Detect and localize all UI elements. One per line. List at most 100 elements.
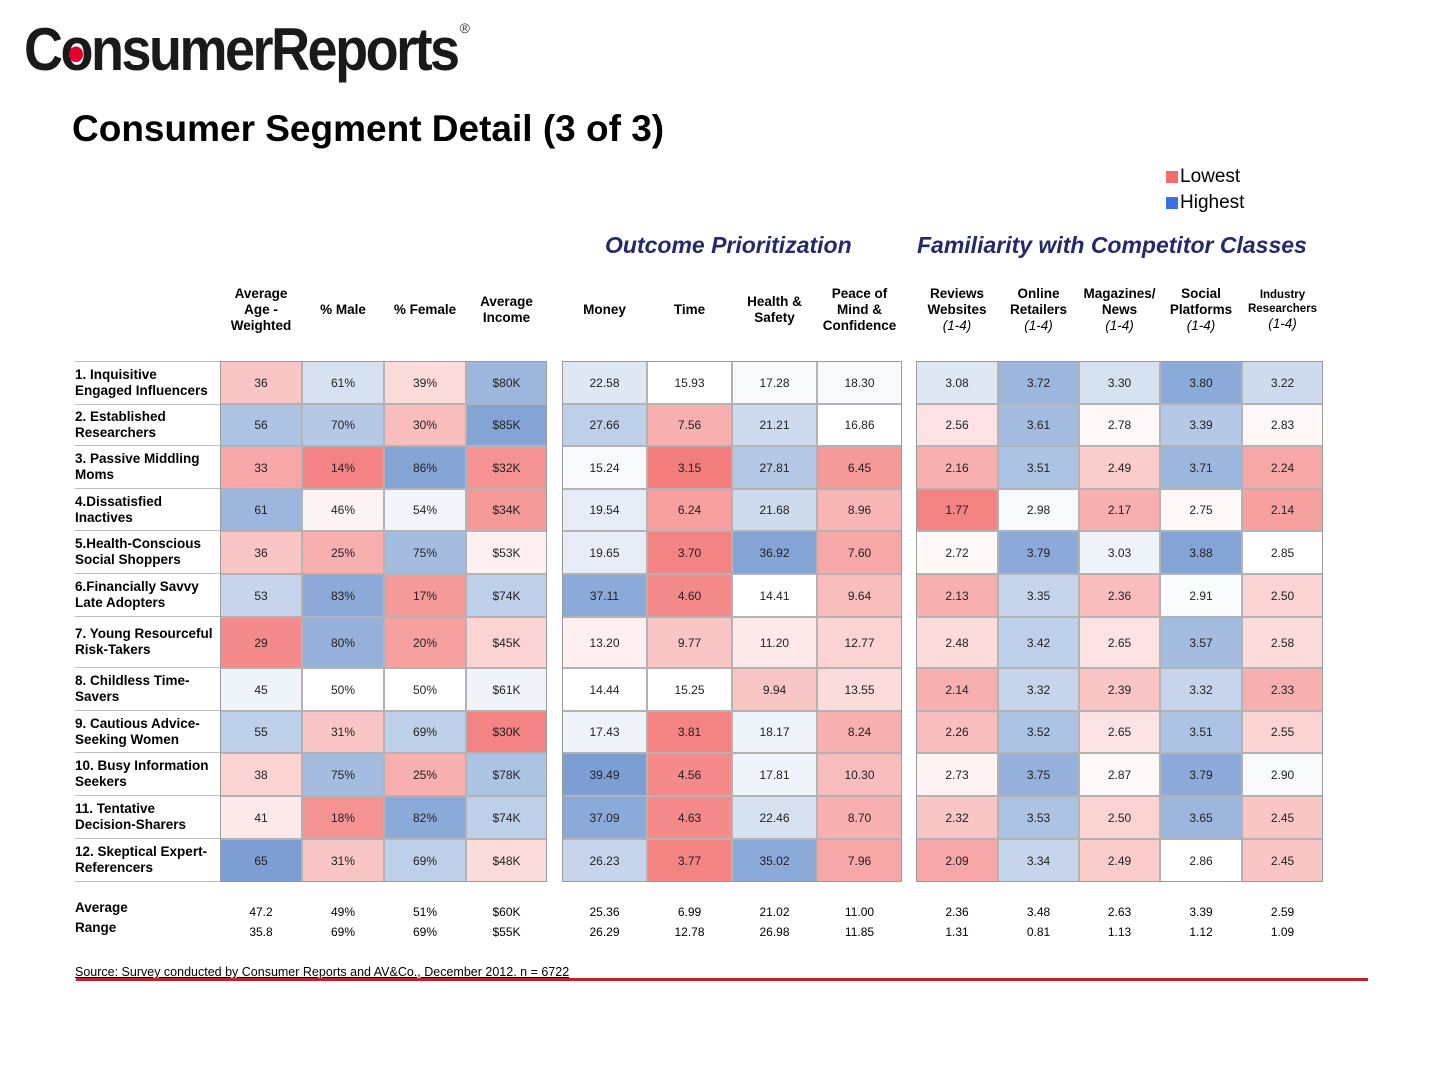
average-label: Average bbox=[75, 900, 128, 915]
cell-industry-researchers: 2.33 bbox=[1242, 668, 1323, 711]
cell-online-retailers: 3.51 bbox=[998, 446, 1079, 489]
cell-time: 3.70 bbox=[647, 531, 732, 574]
cell-social-platforms: 3.51 bbox=[1160, 711, 1242, 753]
col-header-label: % Female bbox=[393, 302, 457, 317]
col-header-label: Peace of Mind & Confidence bbox=[822, 286, 897, 333]
cell-industry-researchers: 2.45 bbox=[1242, 796, 1323, 839]
legend: Lowest Highest bbox=[1166, 164, 1244, 216]
col-header-label: Money bbox=[583, 302, 626, 317]
cell-industry-researchers: 2.83 bbox=[1242, 404, 1323, 446]
cell-industry-researchers: 2.90 bbox=[1242, 753, 1323, 796]
cell-online-retailers: 3.53 bbox=[998, 796, 1079, 839]
cell-social-platforms: 3.71 bbox=[1160, 446, 1242, 489]
range-value: 26.29 bbox=[589, 925, 620, 939]
cell-money: 26.23 bbox=[562, 839, 647, 882]
col-header-label: Average Income bbox=[480, 294, 533, 325]
average-value: 25.36 bbox=[589, 905, 620, 919]
segment-label: 7. Young Resourceful Risk-Takers bbox=[75, 617, 221, 668]
cell-pct-male: 61% bbox=[302, 361, 384, 404]
cell-pct-female: 39% bbox=[384, 361, 466, 404]
cell-reviews-websites: 2.73 bbox=[916, 753, 998, 796]
cell-health-safety: 36.92 bbox=[732, 531, 817, 574]
segment-label: 6.Financially Savvy Late Adopters bbox=[75, 574, 221, 617]
range-value: 1.13 bbox=[1107, 925, 1132, 939]
cell-industry-researchers: 2.55 bbox=[1242, 711, 1323, 753]
section-heading-familiarity: Familiarity with Competitor Classes bbox=[917, 232, 1307, 258]
cell-pct-male: 31% bbox=[302, 711, 384, 753]
col-header-peace-of-mind: Peace of Mind & Confidence bbox=[811, 280, 908, 340]
segment-label: 4.Dissatisfied Inactives bbox=[75, 489, 221, 531]
section-heading-outcome: Outcome Prioritization bbox=[605, 232, 852, 258]
cell-magazines-news: 2.50 bbox=[1079, 796, 1160, 839]
logo-o-with-dot: o bbox=[61, 14, 94, 86]
cell-social-platforms: 3.57 bbox=[1160, 617, 1242, 668]
cell-pct-female: 86% bbox=[384, 446, 466, 489]
cell-reviews-websites: 2.48 bbox=[916, 617, 998, 668]
cell-reviews-websites: 2.16 bbox=[916, 446, 998, 489]
logo-red-dot bbox=[68, 46, 83, 63]
segment-label: 9. Cautious Advice- Seeking Women bbox=[75, 711, 221, 753]
cell-peace-of-mind: 8.96 bbox=[817, 489, 902, 531]
col-header-label: Health & Safety bbox=[747, 294, 802, 325]
cell-average-income: $45K bbox=[466, 617, 547, 668]
range-value: 0.81 bbox=[1026, 925, 1051, 939]
col-header-money: Money bbox=[556, 280, 653, 340]
cell-average-age: 65 bbox=[220, 839, 302, 882]
col-header-range: (1-4) bbox=[1024, 318, 1053, 333]
col-header-label: Social Platforms bbox=[1169, 286, 1233, 317]
cell-magazines-news: 3.03 bbox=[1079, 531, 1160, 574]
cell-reviews-websites: 2.14 bbox=[916, 668, 998, 711]
cell-average-income: $74K bbox=[466, 796, 547, 839]
cell-average-age: 36 bbox=[220, 531, 302, 574]
average-value: 2.59 bbox=[1270, 905, 1295, 919]
cell-average-age: 61 bbox=[220, 489, 302, 531]
col-header-health-safety: Health & Safety bbox=[726, 280, 823, 340]
cell-industry-researchers: 3.22 bbox=[1242, 361, 1323, 404]
cell-pct-female: 82% bbox=[384, 796, 466, 839]
range-value: 1.31 bbox=[945, 925, 969, 939]
col-header-range: (1-4) bbox=[942, 318, 972, 333]
col-header-label: Magazines/ News bbox=[1083, 286, 1156, 317]
cell-health-safety: 17.28 bbox=[732, 361, 817, 404]
segment-label: 5.Health-Conscious Social Shoppers bbox=[75, 531, 221, 574]
cell-money: 27.66 bbox=[562, 404, 647, 446]
cell-pct-male: 50% bbox=[302, 668, 384, 711]
col-header-social-platforms: Social Platforms (1-4) bbox=[1154, 280, 1248, 340]
cell-pct-female: 50% bbox=[384, 668, 466, 711]
cell-online-retailers: 3.52 bbox=[998, 711, 1079, 753]
legend-lowest-swatch bbox=[1166, 171, 1178, 183]
cell-pct-female: 69% bbox=[384, 711, 466, 753]
cell-time: 15.25 bbox=[647, 668, 732, 711]
col-header-label: Time bbox=[673, 302, 706, 317]
col-header-label: Average Age - Weighted bbox=[230, 286, 292, 333]
cell-social-platforms: 3.39 bbox=[1160, 404, 1242, 446]
cell-money: 19.65 bbox=[562, 531, 647, 574]
registered-mark: ® bbox=[459, 20, 470, 36]
cell-time: 3.81 bbox=[647, 711, 732, 753]
cell-industry-researchers: 2.45 bbox=[1242, 839, 1323, 882]
cell-reviews-websites: 2.32 bbox=[916, 796, 998, 839]
cell-peace-of-mind: 6.45 bbox=[817, 446, 902, 489]
cell-magazines-news: 2.65 bbox=[1079, 711, 1160, 753]
cell-online-retailers: 2.98 bbox=[998, 489, 1079, 531]
cell-time: 6.24 bbox=[647, 489, 732, 531]
cell-reviews-websites: 2.26 bbox=[916, 711, 998, 753]
average-value: 51% bbox=[412, 905, 438, 919]
legend-highest: Highest bbox=[1166, 190, 1244, 216]
cell-pct-male: 18% bbox=[302, 796, 384, 839]
cell-online-retailers: 3.32 bbox=[998, 668, 1079, 711]
col-header-range: (1-4) bbox=[1105, 318, 1134, 333]
cell-social-platforms: 3.79 bbox=[1160, 753, 1242, 796]
cell-reviews-websites: 3.08 bbox=[916, 361, 998, 404]
cell-industry-researchers: 2.50 bbox=[1242, 574, 1323, 617]
average-value: 6.99 bbox=[677, 905, 702, 919]
average-value: 11.00 bbox=[844, 905, 875, 919]
cell-health-safety: 27.81 bbox=[732, 446, 817, 489]
cell-magazines-news: 2.39 bbox=[1079, 668, 1160, 711]
cell-pct-male: 75% bbox=[302, 753, 384, 796]
cell-time: 15.93 bbox=[647, 361, 732, 404]
cell-pct-male: 83% bbox=[302, 574, 384, 617]
cell-average-income: $80K bbox=[466, 361, 547, 404]
cell-social-platforms: 3.32 bbox=[1160, 668, 1242, 711]
